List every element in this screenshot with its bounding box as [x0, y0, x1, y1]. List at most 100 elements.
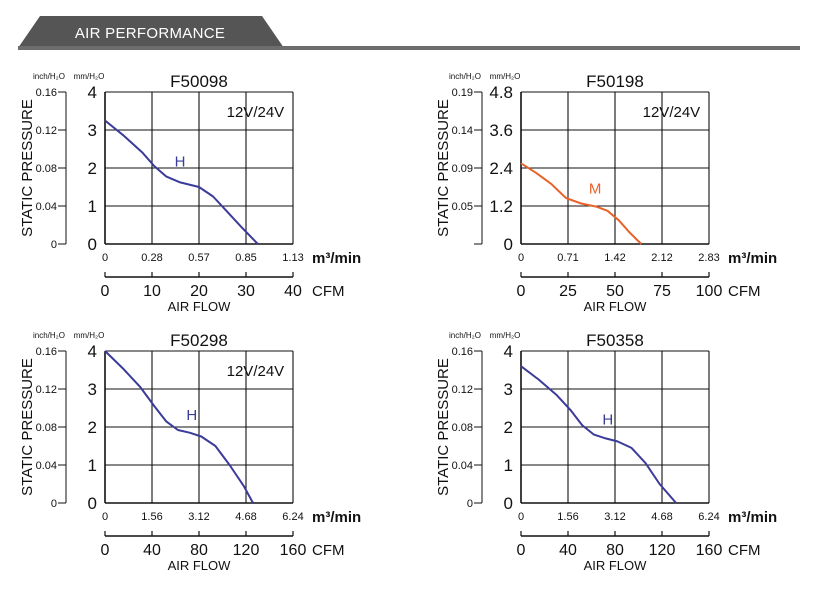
y-axis-title: STATIC PRESSURE — [435, 99, 452, 237]
y-tick-label-mm: 3 — [504, 380, 513, 399]
y-tick-label-inch: 0.16 — [36, 346, 57, 358]
y-tick-label-mm: 2 — [88, 418, 97, 437]
x-unit-cfm: CFM — [728, 283, 761, 300]
x-tick-label-cfm: 80 — [606, 542, 624, 559]
x-axis-title: AIR FLOW — [168, 558, 232, 573]
y-tick-label-mm: 1 — [504, 456, 513, 475]
x-tick-label-m3min: 1.56 — [141, 511, 162, 523]
x-tick-label-cfm: 0 — [101, 542, 110, 559]
x-tick-label-m3min: 3.12 — [188, 511, 209, 523]
x-unit-cfm: CFM — [312, 283, 345, 300]
y-tick-label-inch: 0.16 — [452, 346, 473, 358]
y-tick-label-inch: 0.08 — [36, 422, 57, 434]
x-tick-label-cfm: 10 — [143, 283, 161, 300]
x-tick-label-m3min: 2.83 — [698, 252, 719, 264]
y-tick-label-mm: 0 — [88, 235, 97, 254]
y-unit-inch: inch/H₂O — [33, 72, 65, 81]
y-tick-label-inch: 0.12 — [36, 384, 57, 396]
series-line-h — [520, 365, 677, 504]
x-tick-label-m3min: 0.85 — [235, 252, 256, 264]
chart-title: F50098 — [170, 72, 228, 91]
y-tick-label-mm: 2 — [504, 418, 513, 437]
x-unit-m3min: m³/min — [312, 250, 361, 267]
x-tick-label-m3min: 1.42 — [604, 252, 625, 264]
x-unit-cfm: CFM — [728, 542, 761, 559]
y-tick-label-mm: 1 — [88, 456, 97, 475]
y-tick-label-mm: 0 — [88, 494, 97, 513]
y-tick-label-inch: 0 — [51, 498, 57, 510]
x-unit-cfm: CFM — [312, 542, 345, 559]
y-unit-inch: inch/H₂O — [33, 331, 65, 340]
y-tick-label-inch: 0 — [51, 239, 57, 251]
y-tick-label-mm: 0 — [504, 494, 513, 513]
x-tick-label-cfm: 100 — [696, 283, 723, 300]
x-tick-label-cfm: 80 — [190, 542, 208, 559]
y-tick-label-inch: 0.09 — [452, 163, 473, 175]
x-axis-title: AIR FLOW — [584, 299, 648, 314]
x-tick-label-m3min: 6.24 — [698, 511, 719, 523]
y-tick-label-mm: 3.6 — [489, 121, 513, 140]
x-tick-label-m3min: 0.28 — [141, 252, 162, 264]
y-tick-label-inch: 0.14 — [452, 125, 473, 137]
y-tick-label-mm: 2 — [88, 159, 97, 178]
y-axis-title: STATIC PRESSURE — [19, 99, 36, 237]
chart-panel: F50198 12V/24V inch/H₂O mm/H₂O 0 1.2 0.05 2.4 0.… — [435, 72, 777, 314]
x-tick-label-cfm: 30 — [237, 283, 255, 300]
y-tick-label-inch: 0.16 — [36, 87, 57, 99]
voltage-label: 12V/24V — [227, 104, 285, 121]
y-tick-label-inch: 0.05 — [452, 201, 473, 213]
x-axis-title: AIR FLOW — [168, 299, 232, 314]
y-tick-label-inch: 0 — [467, 498, 473, 510]
y-unit-mm: mm/H₂O — [490, 331, 521, 340]
voltage-label: 12V/24V — [227, 363, 285, 380]
y-tick-label-inch: 0.08 — [36, 163, 57, 175]
x-tick-label-m3min: 1.13 — [282, 252, 303, 264]
y-tick-label-inch: 0.19 — [452, 87, 473, 99]
series-label: H — [602, 412, 613, 429]
y-unit-mm: mm/H₂O — [490, 72, 521, 81]
x-tick-label-cfm: 40 — [284, 283, 302, 300]
header-tab — [18, 16, 284, 48]
x-unit-m3min: m³/min — [728, 509, 777, 526]
x-tick-label-cfm: 40 — [559, 542, 577, 559]
x-tick-label-m3min: 4.68 — [235, 511, 256, 523]
x-tick-label-m3min: 0 — [102, 511, 108, 523]
y-tick-label-mm: 2.4 — [489, 159, 513, 178]
x-tick-label-m3min: 0.57 — [188, 252, 209, 264]
y-tick-label-mm: 1.2 — [489, 197, 513, 216]
x-tick-label-m3min: 2.12 — [651, 252, 672, 264]
y-unit-inch: inch/H₂O — [449, 72, 481, 81]
series-label: H — [175, 153, 186, 170]
x-tick-label-m3min: 0 — [518, 511, 524, 523]
chart-title: F50358 — [586, 331, 644, 350]
x-tick-label-cfm: 40 — [143, 542, 161, 559]
x-tick-label-cfm: 160 — [696, 542, 723, 559]
series-label: H — [186, 407, 197, 424]
y-tick-label-mm: 4 — [88, 342, 97, 361]
x-tick-label-cfm: 25 — [559, 283, 577, 300]
x-tick-label-cfm: 0 — [517, 283, 526, 300]
x-unit-m3min: m³/min — [312, 509, 361, 526]
x-tick-label-cfm: 20 — [190, 283, 208, 300]
x-axis-title: AIR FLOW — [584, 558, 648, 573]
x-tick-label-cfm: 160 — [280, 542, 307, 559]
x-unit-m3min: m³/min — [728, 250, 777, 267]
voltage-label: 12V/24V — [643, 104, 701, 121]
x-tick-label-m3min: 0 — [518, 252, 524, 264]
y-tick-label-inch: 0.04 — [36, 460, 57, 472]
x-tick-label-m3min: 0 — [102, 252, 108, 264]
series-line-m — [520, 162, 643, 245]
y-tick-label-inch: 0.12 — [452, 384, 473, 396]
y-tick-label-mm: 3 — [88, 121, 97, 140]
x-tick-label-cfm: 50 — [606, 283, 624, 300]
x-tick-label-m3min: 1.56 — [557, 511, 578, 523]
series-line-h — [104, 350, 254, 504]
y-tick-label-mm: 4.8 — [489, 83, 513, 102]
y-tick-label-inch: 0.12 — [36, 125, 57, 137]
x-tick-label-m3min: 3.12 — [604, 511, 625, 523]
section-header: AIR PERFORMANCE — [18, 16, 800, 50]
section-title: AIR PERFORMANCE — [75, 25, 225, 42]
